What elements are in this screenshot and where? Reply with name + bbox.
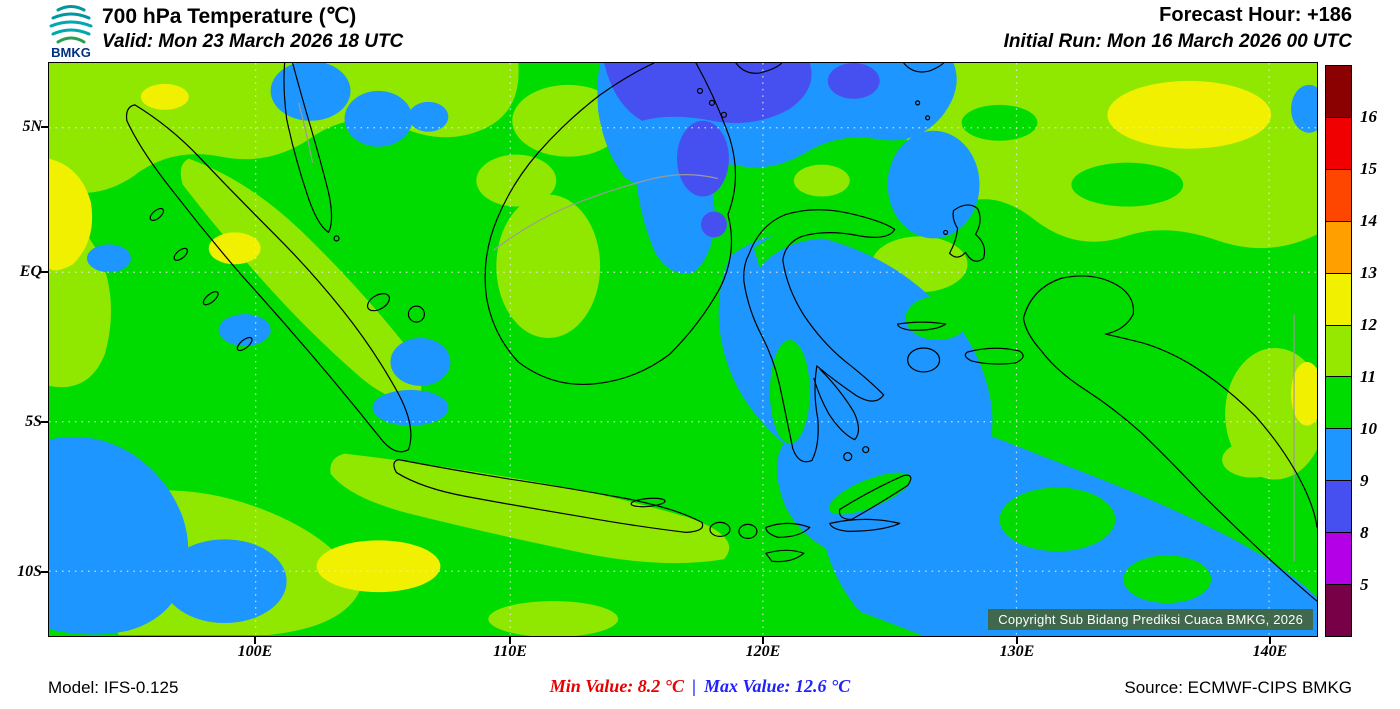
colorbar-label: 9: [1360, 471, 1369, 490]
copyright-watermark: Copyright Sub Bidang Prediksi Cuaca BMKG…: [988, 609, 1313, 630]
graticule: [49, 63, 1317, 636]
field-green-patches: [687, 104, 1212, 636]
lat-tick: [41, 421, 48, 423]
minmax-values: Min Value: 8.2 °C | Max Value: 12.6 °C: [0, 676, 1400, 697]
field-blue: [604, 63, 880, 238]
country-borders: [298, 102, 1295, 562]
colorbar-label: 14: [1360, 211, 1377, 230]
colorbar-band: [1326, 533, 1351, 586]
colorbar-band: [1326, 221, 1351, 274]
colorbar-label: 8: [1360, 523, 1369, 542]
lat-label-eq: EQ: [19, 263, 42, 280]
lon-tick: [1016, 637, 1018, 644]
field-yellow-green-details: [793, 164, 1283, 478]
field-yellow: [49, 80, 1317, 593]
colorbar-label: 5: [1360, 575, 1369, 594]
lon-label-110e: 110E: [493, 643, 527, 660]
source-label: Source: ECMWF-CIPS BMKG: [1124, 678, 1352, 697]
colorbar-band: [1326, 377, 1351, 430]
lon-tick: [762, 637, 764, 644]
forecast-hour: Forecast Hour: +186: [1159, 4, 1352, 26]
max-value-label: Max Value: 12.6 °C: [703, 676, 851, 696]
temperature-field: [49, 63, 1317, 636]
colorbar-band: [1326, 585, 1351, 636]
valid-time: Valid: Mon 23 March 2026 18 UTC: [102, 31, 404, 52]
lon-label-100e: 100E: [237, 643, 273, 660]
min-value-label: Min Value: 8.2 °C: [549, 676, 685, 696]
bmkg-logo-text: BMKG: [51, 45, 91, 60]
colorbar: [1325, 65, 1352, 637]
colorbar-band: [1326, 273, 1351, 326]
model-label: Model: IFS-0.125: [48, 678, 179, 697]
colorbar-band: [1326, 117, 1351, 170]
colorbar-label: 10: [1360, 419, 1377, 438]
lat-label-10s: 10S: [17, 563, 42, 580]
colorbar-band: [1326, 169, 1351, 222]
initial-run: Initial Run: Mon 16 March 2026 00 UTC: [1003, 31, 1352, 52]
colorbar-band: [1326, 66, 1351, 118]
colorbar-band: [1326, 481, 1351, 534]
map-title: 700 hPa Temperature (℃): [102, 5, 357, 28]
lon-label-120e: 120E: [745, 643, 781, 660]
colorbar-label: 12: [1360, 315, 1377, 334]
lat-tick: [41, 271, 48, 273]
colorbar-band: [1326, 429, 1351, 482]
colorbar-band: [1326, 325, 1351, 378]
coastlines: [125, 63, 1317, 602]
colorbar-label: 16: [1360, 107, 1377, 126]
lat-label-5n: 5N: [22, 118, 42, 135]
lat-tick: [41, 126, 48, 128]
temperature-map: Copyright Sub Bidang Prediksi Cuaca BMKG…: [48, 62, 1318, 637]
lon-tick: [509, 637, 511, 644]
minmax-separator: |: [692, 676, 696, 696]
lat-tick: [41, 571, 48, 573]
colorbar-label: 11: [1360, 367, 1377, 386]
lon-label-140e: 140E: [1252, 643, 1288, 660]
lon-tick: [254, 637, 256, 644]
bmkg-logo-icon: BMKG: [49, 5, 93, 60]
bmkg-logo: BMKG: [44, 2, 98, 60]
lon-label-130e: 130E: [999, 643, 1035, 660]
lat-label-5s: 5S: [25, 413, 42, 430]
colorbar-label: 15: [1360, 159, 1377, 178]
colorbar-label: 13: [1360, 263, 1377, 282]
lon-tick: [1269, 637, 1271, 644]
